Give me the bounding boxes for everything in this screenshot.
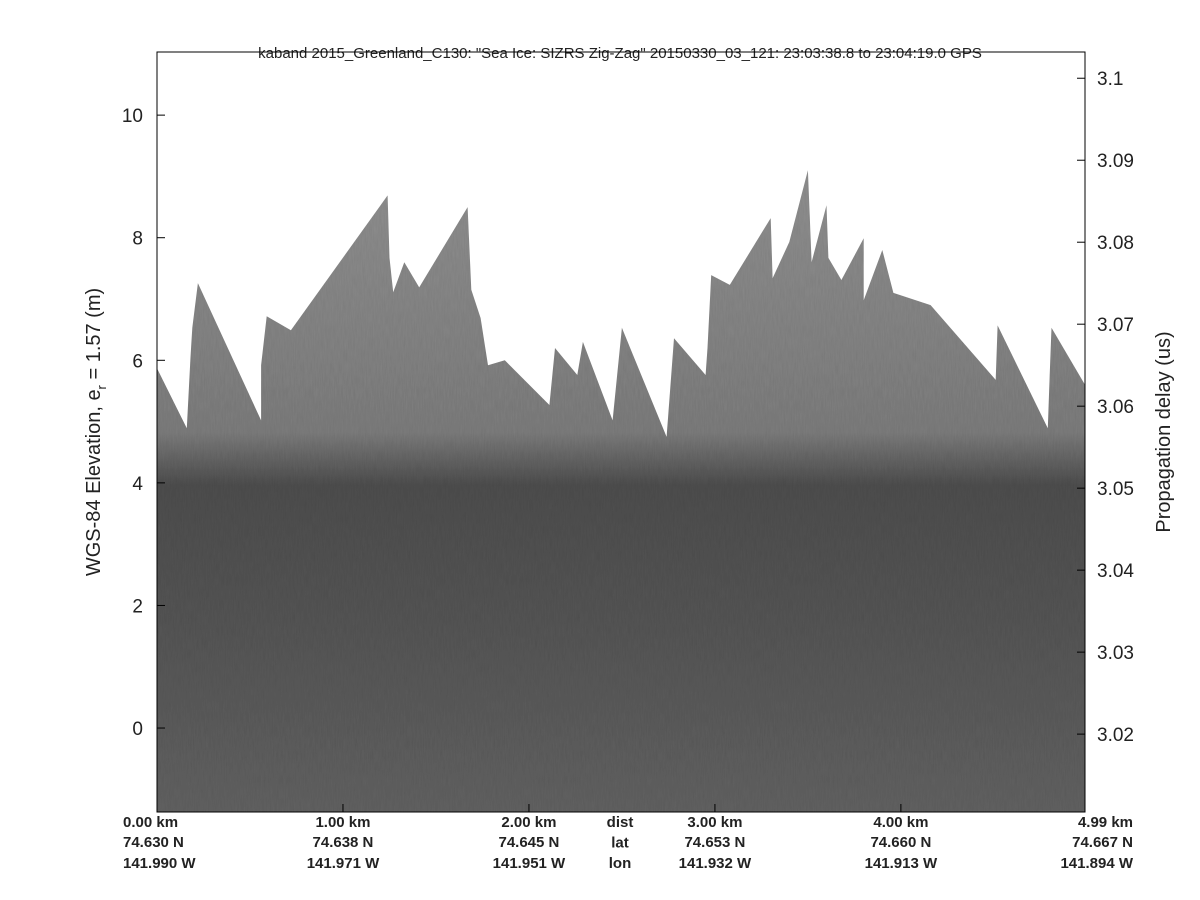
y2-tick-label: 3.05 <box>1097 479 1134 500</box>
y-tick-label: 6 <box>132 351 143 372</box>
y2-tick-label: 3.06 <box>1097 397 1134 418</box>
y-axis-label: WGS-84 Elevation, er = 1.57 (m) <box>83 288 109 576</box>
y-label-subscript: r <box>94 384 109 389</box>
x-tick-label: 4.99 km <box>1078 814 1133 831</box>
lon-label: 141.913 W <box>865 855 938 872</box>
y-tick-label: 10 <box>122 106 143 127</box>
y-label-part: WGS-84 Elevation, e <box>83 389 105 576</box>
x-tick-label: 3.00 km <box>687 814 742 831</box>
y-tick-label: 0 <box>132 719 143 740</box>
lon-label: 141.932 W <box>679 855 752 872</box>
y2-tick-label: 3.02 <box>1097 725 1134 746</box>
y2-tick-label: 3.04 <box>1097 561 1134 582</box>
lon-label: 141.990 W <box>123 855 196 872</box>
lat-label: 74.638 N <box>313 834 374 851</box>
lat-label: 74.645 N <box>498 834 559 851</box>
x-tick-label: 4.00 km <box>873 814 928 831</box>
y2-tick-label: 3.07 <box>1097 315 1134 336</box>
lat-label: 74.630 N <box>123 834 184 851</box>
y2-tick-label: 3.09 <box>1097 151 1134 172</box>
row-label: lon <box>609 855 632 872</box>
y2-tick-label: 3.03 <box>1097 643 1134 664</box>
lon-label: 141.971 W <box>307 855 380 872</box>
y2-axis-label: Propagation delay (us) <box>1153 331 1175 532</box>
row-label: dist <box>607 814 634 831</box>
y-tick-label: 8 <box>132 229 143 250</box>
chart-title: kaband 2015_Greenland_C130: "Sea Ice: SI… <box>258 45 982 62</box>
y-tick-label: 2 <box>132 596 143 617</box>
row-label: lat <box>611 835 629 852</box>
echogram-area <box>157 170 1085 813</box>
y2-tick-label: 3.1 <box>1097 69 1123 90</box>
x-tick-label: 0.00 km <box>123 814 178 831</box>
lat-label: 74.667 N <box>1072 834 1133 851</box>
lon-label: 141.951 W <box>493 855 566 872</box>
lon-label: 141.894 W <box>1060 855 1133 872</box>
y-tick-label: 4 <box>132 474 143 495</box>
x-tick-label: 1.00 km <box>315 814 370 831</box>
y2-tick-label: 3.08 <box>1097 233 1134 254</box>
plot-frame <box>156 51 1086 813</box>
lat-label: 74.660 N <box>870 834 931 851</box>
y-label-part: = 1.57 (m) <box>83 288 105 385</box>
lat-label: 74.653 N <box>684 834 745 851</box>
x-tick-label: 2.00 km <box>501 814 556 831</box>
